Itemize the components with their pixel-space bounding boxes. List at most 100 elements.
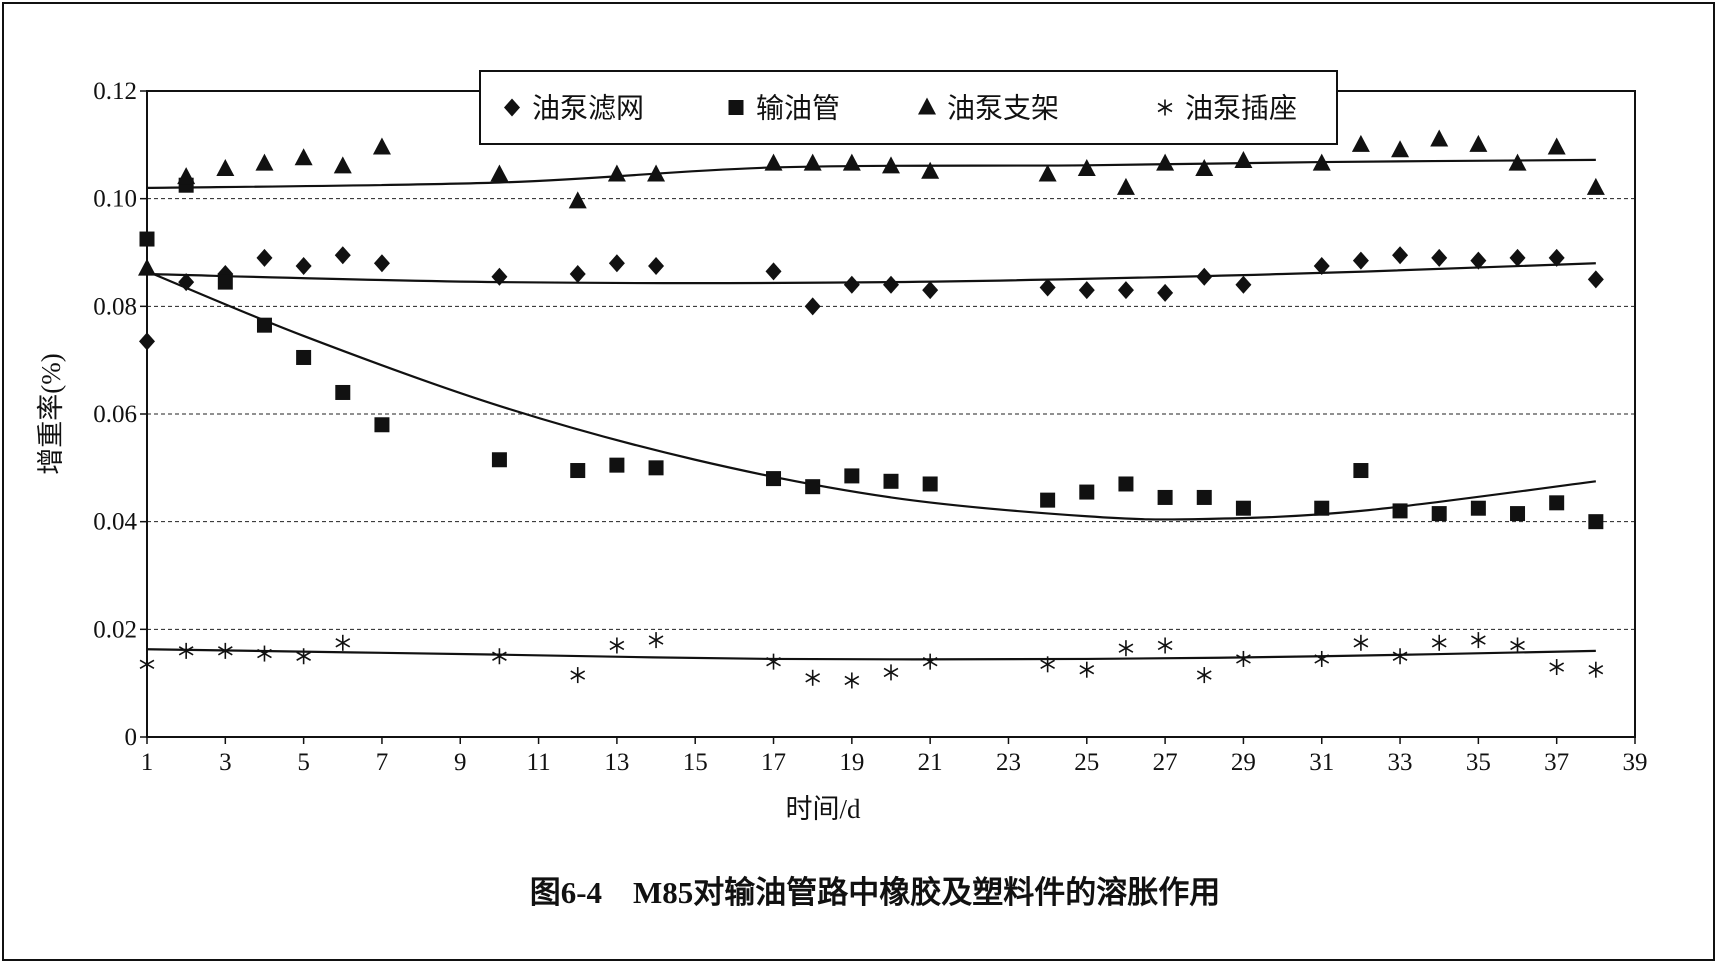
legend: 油泵滤网 输油管 油泵支架 油泵插座 — [479, 70, 1338, 145]
point-asterisk — [296, 648, 311, 665]
point-square — [922, 476, 938, 492]
point-triangle — [921, 161, 940, 179]
point-asterisk — [1353, 634, 1369, 651]
legend-label: 输油管 — [756, 93, 840, 125]
point-asterisk — [257, 645, 272, 662]
point-asterisk — [648, 632, 664, 649]
point-triangle — [607, 164, 626, 182]
point-square — [374, 417, 390, 433]
legend-marker-diamond — [504, 98, 520, 117]
point-diamond — [1078, 281, 1095, 300]
point-diamond — [1548, 248, 1565, 267]
point-triangle — [1038, 164, 1057, 182]
point-asterisk — [570, 667, 586, 684]
point-diamond — [1313, 256, 1330, 275]
x-tick-label: 29 — [1231, 749, 1256, 776]
point-triangle — [177, 167, 196, 185]
x-tick-label: 39 — [1623, 749, 1648, 776]
point-triangle — [1430, 129, 1449, 147]
point-asterisk — [1157, 637, 1173, 654]
point-triangle — [1469, 134, 1488, 152]
point-asterisk — [335, 634, 351, 651]
point-square — [1314, 500, 1330, 516]
point-triangle — [372, 137, 391, 155]
point-asterisk — [1588, 661, 1604, 678]
point-diamond — [1470, 251, 1487, 270]
legend-label: 油泵滤网 — [532, 93, 644, 125]
point-diamond — [373, 254, 390, 273]
data-markers — [138, 129, 1605, 689]
point-square — [1118, 476, 1134, 492]
x-axis-ticks: 1 3 5 7 9 11 13 15 17 19 21 23 25 27 29 31 33 35 37 39 — [141, 737, 1648, 776]
trend-line-diamond — [146, 262, 1596, 285]
x-tick-label: 1 — [141, 749, 154, 776]
x-tick-label: 7 — [376, 749, 389, 776]
point-triangle — [1508, 153, 1527, 171]
point-asterisk — [1471, 632, 1486, 649]
x-tick-label: 5 — [297, 749, 310, 776]
point-square — [609, 457, 625, 473]
point-diamond — [883, 275, 899, 294]
point-triangle — [1391, 140, 1410, 158]
point-square — [1588, 514, 1604, 530]
point-square — [648, 460, 664, 476]
point-square — [335, 384, 351, 400]
point-square — [1196, 489, 1212, 505]
point-triangle — [1351, 134, 1370, 152]
point-square — [491, 452, 507, 468]
x-tick-label: 23 — [996, 749, 1021, 776]
point-diamond — [765, 262, 782, 281]
legend-marker-square — [728, 100, 744, 115]
point-asterisk — [1510, 637, 1525, 654]
point-square — [139, 231, 155, 247]
x-tick-label: 31 — [1309, 749, 1334, 776]
point-triangle — [255, 153, 274, 171]
y-tick-label: 0 — [125, 724, 138, 751]
point-asterisk — [1314, 650, 1330, 667]
x-tick-label: 35 — [1466, 749, 1491, 776]
point-diamond — [804, 297, 821, 316]
legend-marker-asterisk — [1157, 99, 1173, 116]
x-tick-label: 25 — [1074, 749, 1099, 776]
point-triangle — [1586, 177, 1605, 195]
point-square — [1510, 506, 1526, 522]
x-tick-label: 9 — [454, 749, 467, 776]
point-asterisk — [492, 648, 507, 665]
point-diamond — [608, 254, 625, 273]
point-diamond — [648, 256, 665, 275]
point-diamond — [1196, 267, 1213, 286]
point-square — [296, 349, 312, 365]
x-tick-label: 11 — [527, 749, 551, 776]
x-tick-label: 17 — [761, 749, 786, 776]
point-triangle — [1077, 159, 1096, 177]
point-diamond — [178, 273, 195, 292]
point-triangle — [1234, 150, 1253, 168]
grid-layer — [147, 198, 1635, 630]
legend-label: 油泵插座 — [1185, 93, 1297, 125]
point-square — [1157, 489, 1173, 505]
legend-marker-triangle — [918, 97, 936, 115]
point-asterisk — [1236, 650, 1251, 667]
point-triangle — [333, 156, 352, 174]
x-tick-label: 15 — [683, 749, 708, 776]
point-square — [1549, 495, 1565, 511]
point-triangle — [294, 148, 313, 166]
point-triangle — [1312, 153, 1331, 171]
point-asterisk — [883, 664, 899, 681]
point-square — [1353, 463, 1369, 479]
point-triangle — [1547, 137, 1566, 155]
point-diamond — [1431, 248, 1448, 267]
point-triangle — [490, 164, 509, 182]
trend-line-asterisk — [146, 648, 1596, 661]
point-triangle — [647, 164, 666, 182]
point-diamond — [334, 246, 351, 265]
point-diamond — [569, 265, 586, 284]
point-diamond — [1039, 278, 1056, 297]
trend-lines — [146, 158, 1596, 661]
point-square — [1079, 484, 1095, 500]
point-diamond — [843, 275, 860, 294]
point-triangle — [216, 159, 235, 177]
y-tick-label: 0.08 — [93, 293, 137, 320]
point-diamond — [256, 248, 273, 267]
point-square — [1392, 503, 1408, 519]
